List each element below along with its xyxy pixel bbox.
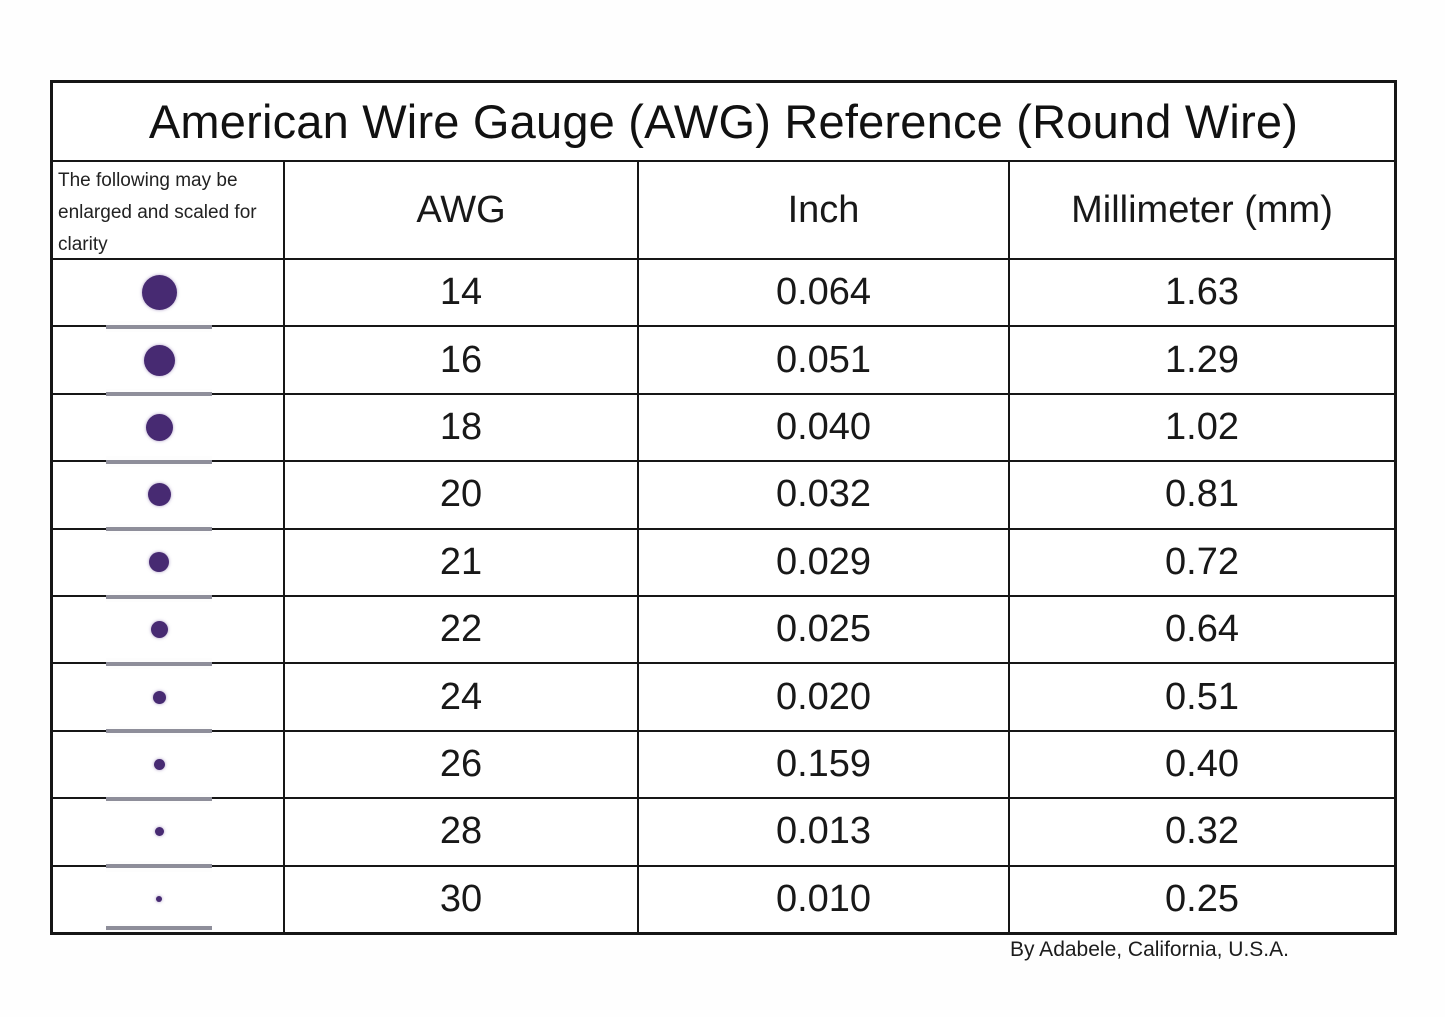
inch-value: 0.025 <box>639 597 1010 663</box>
wire-dot-cell <box>53 799 285 872</box>
table-row: 26 0.159 0.40 <box>53 731 1394 805</box>
dot-underline <box>106 793 212 805</box>
table-header-row: The following may be enlarged and scaled… <box>53 162 1394 260</box>
dot-underline <box>106 860 212 872</box>
wire-dot-cell <box>53 529 285 603</box>
wire-size-dot-icon <box>156 896 162 903</box>
awg-value: 14 <box>285 260 639 326</box>
mm-value: 0.25 <box>1165 877 1239 920</box>
inch-value: 0.159 <box>639 731 1010 798</box>
wire-dot-cell <box>53 327 285 400</box>
dot-underline <box>106 591 212 603</box>
mm-value: 0.32 <box>1165 810 1239 853</box>
table-title: American Wire Gauge (AWG) Reference (Rou… <box>53 83 1394 162</box>
dot-underline <box>106 725 212 737</box>
inch-value: 0.064 <box>639 260 1010 326</box>
wire-dot-cell <box>53 597 285 670</box>
inch-value: 0.010 <box>639 866 1010 933</box>
mm-value: 1.63 <box>1165 271 1239 314</box>
dot-underline <box>106 456 212 468</box>
awg-value: 18 <box>285 394 639 461</box>
table-body: 14 0.064 1.63 16 0.051 1.29 18 0.040 1.0… <box>53 260 1394 933</box>
wire-size-dot-icon <box>143 344 175 376</box>
awg-reference-table: American Wire Gauge (AWG) Reference (Rou… <box>50 80 1397 935</box>
table-row: 30 0.010 0.25 <box>53 866 1394 933</box>
awg-value: 24 <box>285 664 639 730</box>
wire-dot-cell <box>53 866 285 933</box>
mm-value: 1.02 <box>1165 406 1239 449</box>
inch-value: 0.051 <box>639 327 1010 393</box>
column-header-millimeter: Millimeter (mm) <box>1071 188 1333 231</box>
wire-size-dot-icon <box>150 621 168 639</box>
column-header-awg: AWG <box>285 162 639 258</box>
mm-value: 0.40 <box>1165 743 1239 786</box>
awg-value: 26 <box>285 731 639 798</box>
awg-value: 22 <box>285 597 639 663</box>
table-row: 14 0.064 1.63 <box>53 260 1394 333</box>
awg-value: 30 <box>285 866 639 933</box>
table-row: 24 0.020 0.51 <box>53 664 1394 737</box>
wire-dot-cell <box>53 664 285 737</box>
dot-underline <box>106 924 212 933</box>
wire-size-dot-icon <box>153 759 165 771</box>
mm-value: 0.64 <box>1165 608 1239 651</box>
dot-underline <box>106 523 212 535</box>
table-row: 28 0.013 0.32 <box>53 799 1394 872</box>
dot-underline <box>106 321 212 333</box>
mm-value: 0.72 <box>1165 540 1239 583</box>
table-row: 18 0.040 1.02 <box>53 394 1394 468</box>
wire-size-dot-icon <box>141 275 177 311</box>
table-row: 16 0.051 1.29 <box>53 327 1394 400</box>
wire-size-dot-icon <box>154 827 164 837</box>
awg-value: 21 <box>285 529 639 596</box>
mm-value: 1.29 <box>1165 338 1239 381</box>
wire-dot-cell <box>53 260 285 333</box>
mm-value: 0.51 <box>1165 675 1239 718</box>
dot-underline <box>106 388 212 400</box>
wire-dot-cell <box>53 462 285 535</box>
inch-value: 0.040 <box>639 394 1010 461</box>
table-row: 20 0.032 0.81 <box>53 462 1394 535</box>
awg-value: 16 <box>285 327 639 393</box>
inch-value: 0.032 <box>639 462 1010 528</box>
wire-size-dot-icon <box>149 552 169 573</box>
mm-value: 0.81 <box>1165 473 1239 516</box>
column-header-inch: Inch <box>639 162 1010 258</box>
awg-value: 20 <box>285 462 639 528</box>
table-row: 22 0.025 0.64 <box>53 597 1394 670</box>
table-row: 21 0.029 0.72 <box>53 529 1394 603</box>
wire-dot-cell <box>53 731 285 805</box>
dot-underline <box>106 658 212 670</box>
inch-value: 0.029 <box>639 529 1010 596</box>
scaling-note: The following may be enlarged and scaled… <box>53 162 285 258</box>
wire-size-dot-icon <box>147 483 171 507</box>
awg-value: 28 <box>285 799 639 865</box>
footer-credit: By Adabele, California, U.S.A. <box>1010 938 1289 961</box>
inch-value: 0.020 <box>639 664 1010 730</box>
wire-size-dot-icon <box>152 690 166 704</box>
wire-dot-cell <box>53 394 285 468</box>
wire-size-dot-icon <box>145 414 173 442</box>
inch-value: 0.013 <box>639 799 1010 865</box>
